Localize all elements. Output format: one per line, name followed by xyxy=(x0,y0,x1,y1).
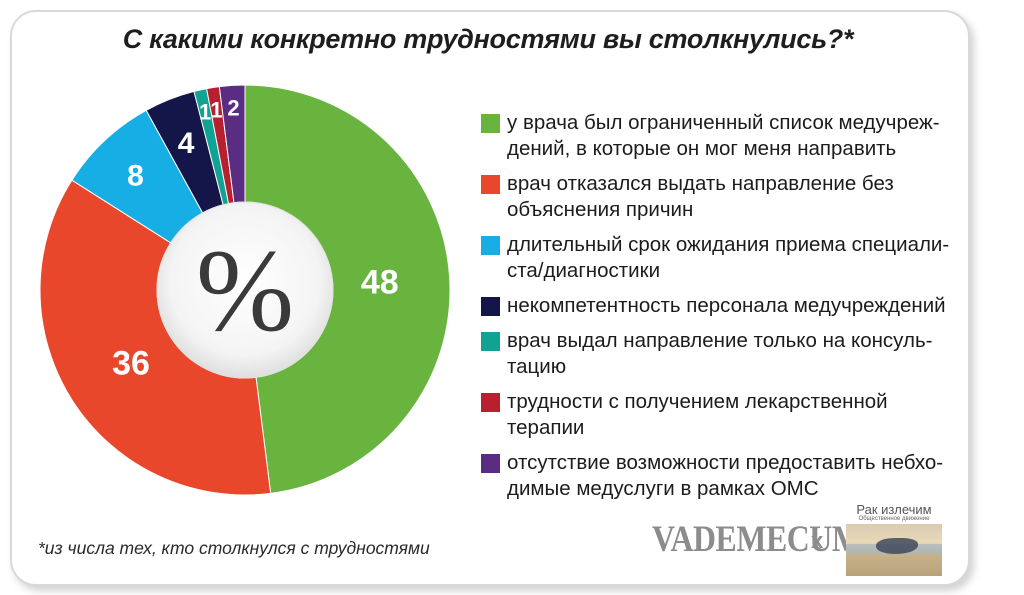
legend-label: у врача был ограниченный список медучреж… xyxy=(507,111,940,134)
collab-symbol: x xyxy=(811,528,824,553)
partner-image xyxy=(846,524,942,576)
chart-title: С какими конкретно трудностями вы столкн… xyxy=(122,24,854,54)
chart-legend: у врача был ограниченный список медучреж… xyxy=(481,110,961,502)
legend-item: врач отказался выдать направление без объ… xyxy=(481,171,961,223)
vademecum-logo: VADEMECUM xyxy=(652,519,862,560)
slice-label-5: 1 xyxy=(210,97,222,122)
legend-item: отсутствие возможности предоставить небх… xyxy=(481,450,961,502)
slice-label-0: 48 xyxy=(361,264,399,302)
legend-item: врач выдал направление только на консуль… xyxy=(481,328,961,380)
legend-swatch xyxy=(481,393,500,412)
legend-label: тацию xyxy=(507,355,567,378)
slice-label-1: 36 xyxy=(112,344,150,382)
legend-swatch xyxy=(481,236,500,255)
legend-label: дений, в которые он мог меня направить xyxy=(507,137,897,160)
slice-label-6: 2 xyxy=(227,95,239,120)
legend-label: терапии xyxy=(507,416,585,439)
legend-item: длительный срок ожидания приема специали… xyxy=(481,232,961,284)
slice-label-2: 8 xyxy=(127,159,144,192)
percent-symbol: % xyxy=(196,225,294,356)
legend-swatch xyxy=(481,297,500,316)
legend-label: врач выдал направление только на консуль… xyxy=(507,329,933,352)
legend-label: длительный срок ожидания приема специали… xyxy=(507,233,950,256)
legend-label: объяснения причин xyxy=(507,198,694,221)
legend-item: у врача был ограниченный список медучреж… xyxy=(481,110,961,162)
donut-center xyxy=(156,201,334,379)
legend-swatch xyxy=(481,454,500,473)
partner-name: Рак излечим xyxy=(856,502,932,517)
partner-subtitle: Общественное движение xyxy=(858,516,930,522)
legend-label: некомпетентность персонала медучреждений xyxy=(507,294,946,317)
legend-label: отсутствие возможности предоставить небх… xyxy=(507,451,944,474)
slice-label-3: 4 xyxy=(178,127,195,160)
legend-label: ста/диагностики xyxy=(507,259,661,282)
legend-swatch xyxy=(481,175,500,194)
slice-label-4: 1 xyxy=(199,99,211,124)
partner-logo: Рак излечим Общественное движение xyxy=(846,502,942,576)
legend-swatch xyxy=(481,332,500,351)
legend-label: димые медуслуги в рамках ОМС xyxy=(507,477,819,500)
legend-item: трудности с получением лекарственной тера… xyxy=(481,389,961,441)
legend-swatch xyxy=(481,114,500,133)
legend-label: трудности с получением лекарственной xyxy=(507,390,888,413)
legend-item: некомпетентность персонала медучреждений xyxy=(481,293,961,319)
legend-label: врач отказался выдать направление без xyxy=(507,172,894,195)
footnote: *из числа тех, кто столкнулся с трудност… xyxy=(38,538,430,558)
